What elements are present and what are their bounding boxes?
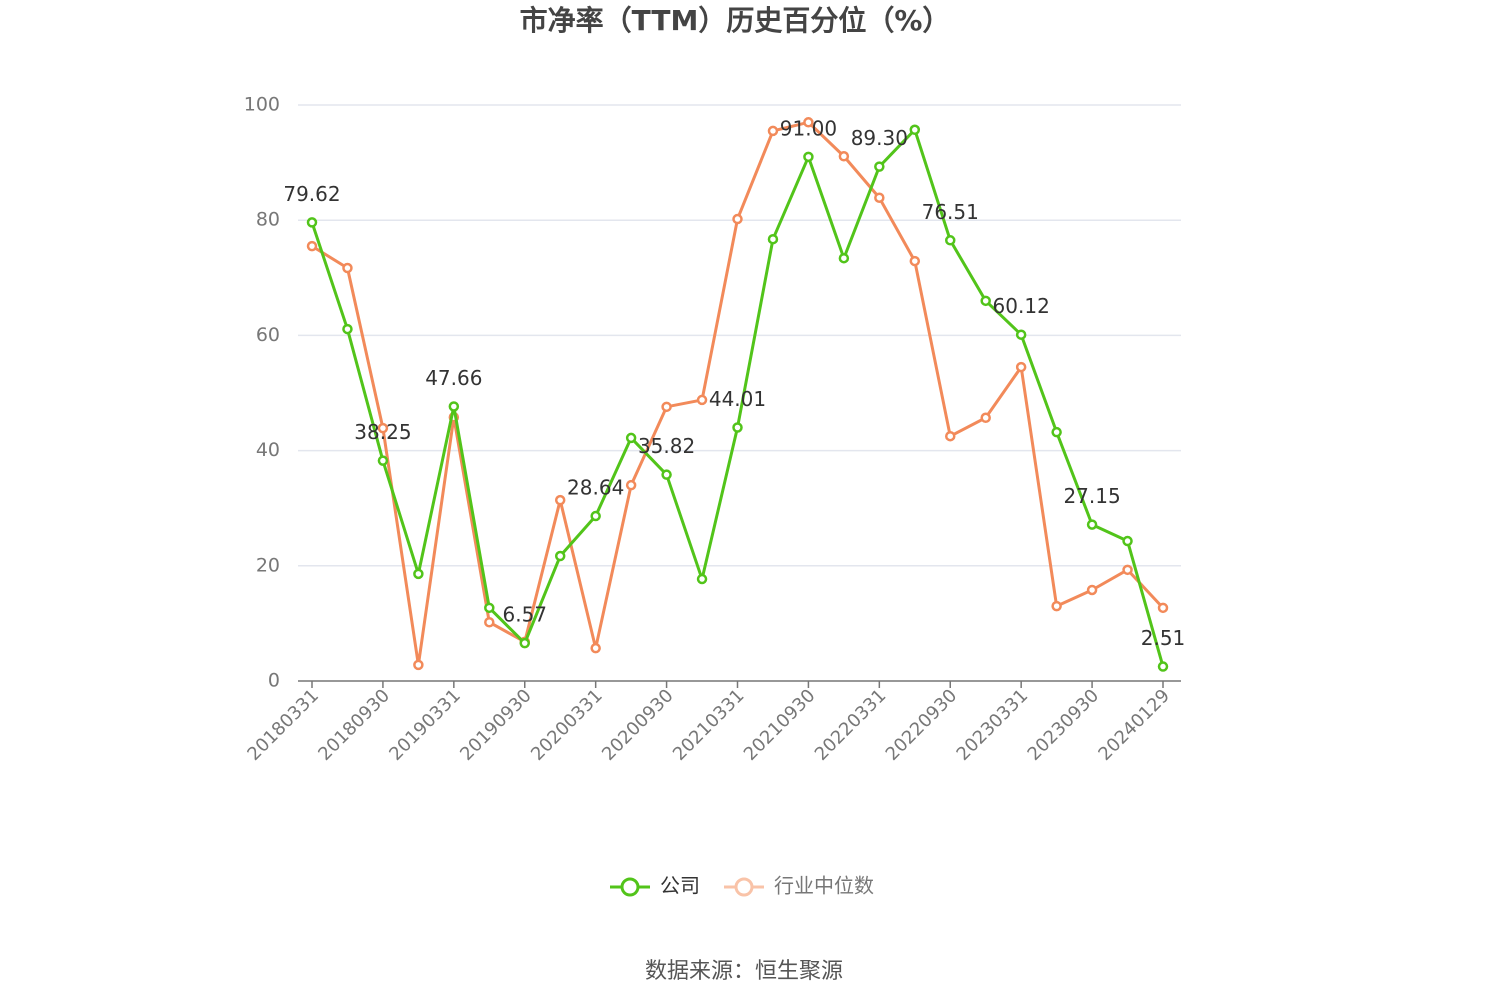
data-point [377,422,389,434]
data-point [1086,519,1098,530]
data-point [980,412,991,424]
data-point [838,151,850,162]
x-tick-label: 20200930 [598,685,678,765]
data-point [767,233,779,245]
data-point [838,252,850,264]
data-label: 60.12 [993,294,1050,318]
y-tick-label: 100 [244,94,280,116]
data-point [874,192,885,203]
data-label: 44.01 [709,387,766,411]
y-tick-label: 80 [256,209,280,231]
data-point [1157,661,1169,672]
data-label: 38.25 [354,420,411,444]
data-label: 28.64 [567,476,624,500]
y-tick-label: 0 [268,670,280,692]
data-point [732,213,743,225]
data-point [661,401,672,413]
data-point [625,432,637,444]
data-point [554,494,566,506]
data-point [306,217,318,228]
data-label: 89.30 [851,126,908,150]
source-note: 数据来源：恒生聚源 [645,959,843,984]
data-label: 27.15 [1063,484,1120,508]
legend-label: 公司 [660,874,700,898]
data-label: 47.66 [425,366,482,390]
data-point [1157,602,1169,614]
data-point [1015,329,1027,340]
data-point [1015,361,1027,373]
data-point [306,240,318,252]
data-point [448,401,460,412]
legend-marker [734,877,754,897]
data-label: 6.57 [502,603,547,627]
data-label: 91.00 [780,116,837,140]
data-point [945,430,956,442]
data-point [484,616,495,628]
data-point [767,125,779,137]
x-tick-label: 20190930 [456,685,536,765]
legend-label: 行业中位数 [774,874,874,898]
y-tick-label: 40 [256,439,280,461]
legend-marker [620,877,640,897]
data-point [519,637,530,649]
data-point [980,295,991,307]
x-tick-label: 20180930 [314,685,394,765]
data-label: 79.62 [283,182,340,206]
data-point [909,255,921,267]
x-tick-label: 20200331 [527,685,607,765]
data-point [661,469,672,480]
data-point [413,659,424,671]
y-tick-label: 60 [256,324,280,346]
data-point [909,124,921,136]
data-point [1051,600,1062,612]
data-point [1086,584,1098,596]
data-point [945,235,956,246]
data-point [696,573,708,585]
data-point [803,151,814,163]
data-point [377,455,389,466]
data-point [1122,535,1133,547]
x-tick-label: 20220331 [811,685,891,765]
data-point [874,161,885,172]
x-tick-label: 20210331 [669,685,749,765]
data-point [1051,426,1062,438]
x-tick-label: 20230331 [953,685,1033,765]
data-point [590,642,601,654]
x-tick-label: 20190331 [385,685,465,765]
x-tick-label: 20220930 [882,685,962,765]
data-point [342,262,353,274]
data-point [1122,564,1133,576]
data-point [732,422,743,433]
data-point [554,550,566,562]
data-point [696,394,708,406]
x-tick-label: 20240129 [1094,685,1174,765]
data-label: 2.51 [1141,626,1186,650]
x-tick-label: 20210930 [740,685,820,765]
chart-title: 市净率（TTM）历史百分位（%） [520,4,951,37]
data-point [484,602,495,614]
x-tick-label: 20180331 [243,685,323,765]
data-point [413,568,424,580]
data-point [625,479,637,491]
data-point [342,323,353,335]
data-label: 35.82 [638,434,695,458]
data-point [803,117,814,128]
data-label: 76.51 [922,200,979,224]
x-tick-label: 20230930 [1024,685,1104,765]
y-tick-label: 20 [256,554,280,576]
data-point [590,510,601,522]
